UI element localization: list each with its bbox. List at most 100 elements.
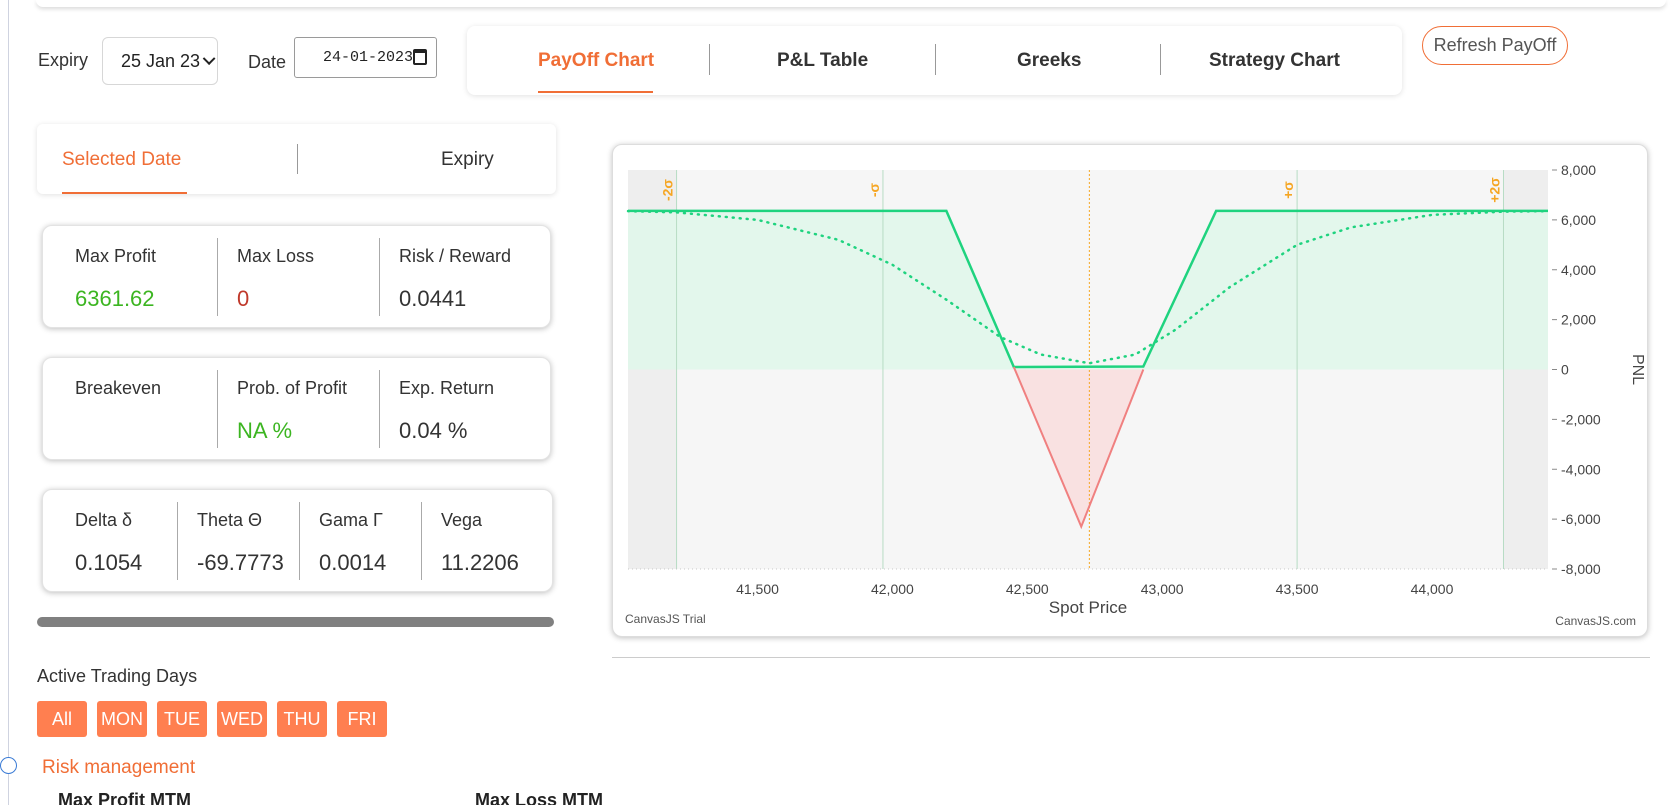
sigma-label: -σ — [866, 182, 882, 197]
profit-area — [628, 210, 1548, 370]
y-tick-label: 2,000 — [1561, 312, 1596, 328]
max-loss-mtm-label: Max Loss MTM — [475, 790, 604, 805]
expiry-select[interactable]: 25 Jan 23 — [102, 37, 218, 85]
loss-area — [1013, 367, 1144, 527]
exp-return-stat: Exp. Return 0.04 % — [367, 358, 552, 461]
calendar-icon[interactable] — [413, 49, 427, 65]
tab-divider — [935, 44, 936, 75]
x-tick-label: 41,500 — [736, 581, 779, 597]
day-button-tue[interactable]: TUE — [157, 701, 207, 737]
chart-divider — [612, 657, 1650, 658]
delta-stat: Delta δ 0.1054 — [43, 490, 165, 593]
stat-label: Max Profit — [75, 246, 157, 266]
tab-greeks[interactable]: Greeks — [1017, 50, 1082, 71]
stat-value: 6361.62 — [75, 286, 155, 311]
stat-divider — [217, 370, 218, 448]
y-tick-label: 6,000 — [1561, 212, 1596, 228]
canvasjs-trial-watermark: CanvasJS Trial — [625, 612, 706, 626]
date-input[interactable]: 24-01-2023 — [294, 37, 437, 78]
y-tick-label: 8,000 — [1561, 162, 1596, 178]
stat-label: Theta Θ — [197, 510, 263, 530]
subtab-divider — [297, 144, 298, 174]
x-tick-label: 43,000 — [1141, 581, 1184, 597]
breakeven-stat: Breakeven — [43, 358, 205, 461]
gamma-stat: Gama Γ 0.0014 — [287, 490, 409, 593]
sigma-label: +2σ — [1486, 177, 1502, 203]
prob-of-profit-stat: Prob. of Profit NA % — [205, 358, 367, 461]
tab-divider — [709, 44, 710, 75]
max-profit-mtm-label: Max Profit MTM — [58, 790, 191, 805]
y-tick-label: -6,000 — [1561, 511, 1601, 527]
subtab-expiry[interactable]: Expiry — [441, 149, 494, 170]
stat-value: 0.0441 — [399, 286, 467, 311]
day-button-wed[interactable]: WED — [217, 701, 267, 737]
y-tick-label: -8,000 — [1561, 561, 1601, 577]
day-button-mon[interactable]: MON — [97, 701, 147, 737]
y-tick-label: 0 — [1561, 362, 1569, 378]
active-tab-underline — [538, 91, 653, 93]
stat-label: Risk / Reward — [399, 246, 512, 266]
active-subtab-underline — [62, 192, 187, 194]
day-button-fri[interactable]: FRI — [337, 701, 387, 737]
tab-strategy-chart[interactable]: Strategy Chart — [1209, 50, 1340, 71]
risk-management-title: Risk management — [42, 757, 196, 778]
max-loss-stat: Max Loss 0 — [205, 226, 367, 329]
max-profit-stat: Max Profit 6361.62 — [43, 226, 205, 329]
tab-divider — [1160, 44, 1161, 75]
stat-value: 0.0014 — [319, 550, 387, 575]
left-rail — [8, 0, 9, 805]
stat-value: 0 — [237, 286, 250, 311]
breakeven-card: Breakeven Prob. of Profit NA % Exp. Retu… — [42, 357, 551, 460]
stat-value: NA % — [237, 418, 293, 443]
sigma-label: -2σ — [660, 179, 676, 201]
y-tick-label: -4,000 — [1561, 461, 1601, 477]
date-value: 24-01-2023 — [323, 49, 414, 66]
x-tick-label: 43,500 — [1276, 581, 1319, 597]
stat-divider — [421, 502, 422, 580]
payoff-chart-card: -2σ -σ +σ +2σ 8,000 6,000 4,000 2,000 0 -2,000 -4,… — [612, 144, 1648, 637]
tab-pl-table[interactable]: P&L Table — [777, 50, 869, 71]
profit-loss-card: Max Profit 6361.62 Max Loss 0 Risk / Rew… — [42, 225, 551, 328]
stat-label: Exp. Return — [399, 378, 495, 398]
loss-payoff-line — [1012, 366, 1145, 530]
target-day-payoff-line — [626, 209, 1550, 365]
sigma-label: +σ — [1280, 181, 1296, 199]
vega-stat: Vega 11.2206 — [409, 490, 554, 593]
stat-label: Breakeven — [75, 378, 162, 398]
stat-value: 0.04 % — [399, 418, 468, 443]
stat-divider — [177, 502, 178, 580]
y-tick-label: 4,000 — [1561, 262, 1596, 278]
x-tick-label: 42,500 — [1006, 581, 1049, 597]
rail-node[interactable] — [0, 757, 17, 774]
payoff-chart[interactable]: -2σ -σ +σ +2σ 8,000 6,000 4,000 2,000 0 -2,000 -4,… — [613, 145, 1649, 638]
active-trading-days-label: Active Trading Days — [37, 666, 198, 686]
expiry-value: 25 Jan 23 — [121, 50, 201, 71]
refresh-payoff-button[interactable]: Refresh PayOff — [1422, 26, 1568, 65]
payoff-date-tabs: Selected Date Expiry — [37, 124, 556, 194]
stat-value: 11.2206 — [441, 550, 519, 575]
x-tick-label: 44,000 — [1411, 581, 1454, 597]
chevron-down-icon — [202, 51, 216, 65]
canvasjs-watermark: CanvasJS.com — [1555, 614, 1636, 628]
top-panel-edge — [36, 0, 1666, 7]
y-axis-title: PNL — [1629, 354, 1646, 385]
tab-payoff-chart[interactable]: PayOff Chart — [538, 50, 655, 71]
stat-divider — [217, 238, 218, 316]
y-tick-label: -2,000 — [1561, 411, 1601, 427]
subtab-selected-date[interactable]: Selected Date — [62, 149, 182, 170]
horizontal-scrollbar[interactable] — [37, 617, 554, 627]
stat-label: Vega — [441, 510, 483, 530]
stat-label: Max Loss — [237, 246, 315, 266]
stat-label: Gama Γ — [319, 510, 383, 530]
x-tick-label: 42,000 — [871, 581, 914, 597]
day-button-all[interactable]: All — [37, 701, 87, 737]
stat-label: Prob. of Profit — [237, 378, 348, 398]
stat-divider — [299, 502, 300, 580]
date-label: Date — [248, 52, 287, 72]
risk-reward-stat: Risk / Reward 0.0441 — [367, 226, 552, 329]
day-button-thu[interactable]: THU — [277, 701, 327, 737]
stat-value: 0.1054 — [75, 550, 143, 575]
stat-label: Delta δ — [75, 510, 133, 530]
stat-value: -69.7773 — [197, 550, 284, 575]
stat-divider — [379, 238, 380, 316]
